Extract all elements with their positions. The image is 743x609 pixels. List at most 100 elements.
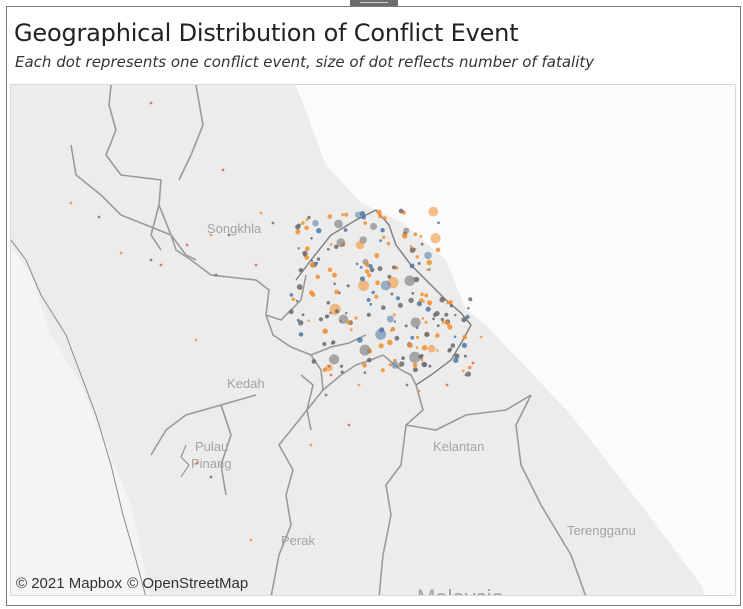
event-dot[interactable] [395, 296, 401, 301]
event-dot[interactable] [298, 332, 304, 337]
event-dot[interactable] [366, 312, 371, 317]
event-dot[interactable] [467, 307, 470, 310]
map-canvas[interactable]: Songkhla Kedah Pulau Pinang Kelantan Ter… [11, 85, 736, 596]
event-dot[interactable] [410, 335, 415, 340]
event-dot[interactable] [424, 320, 428, 324]
event-dot[interactable] [326, 247, 330, 251]
event-dot[interactable] [453, 335, 457, 339]
event-dot[interactable] [397, 302, 403, 308]
event-dot[interactable] [382, 235, 386, 239]
event-dot[interactable] [424, 331, 430, 337]
event-dot[interactable] [418, 354, 423, 360]
event-dot[interactable] [359, 344, 371, 356]
event-dot[interactable] [159, 263, 163, 267]
event-dot[interactable] [376, 209, 382, 215]
event-dot[interactable] [413, 232, 418, 237]
event-dot[interactable] [441, 320, 445, 324]
event-dot[interactable] [365, 261, 369, 264]
event-dot[interactable] [344, 212, 349, 217]
event-dot[interactable] [322, 328, 329, 334]
event-dot[interactable] [311, 359, 317, 364]
event-dot[interactable] [445, 383, 449, 387]
event-dot[interactable] [331, 340, 336, 345]
event-dot[interactable] [412, 362, 418, 368]
event-dot[interactable] [464, 373, 468, 377]
event-dot[interactable] [377, 266, 383, 272]
event-dot[interactable] [349, 328, 353, 332]
event-dot[interactable] [305, 218, 309, 222]
event-dot[interactable] [450, 343, 456, 348]
event-dot[interactable] [322, 341, 327, 347]
event-dot[interactable] [209, 475, 213, 479]
event-dot[interactable] [391, 361, 399, 369]
event-dot[interactable] [364, 269, 370, 274]
event-dot[interactable] [363, 371, 367, 374]
event-dot[interactable] [471, 361, 475, 365]
map-attribution[interactable]: © 2021 Mapbox © OpenStreetMap [16, 575, 253, 592]
event-dot[interactable] [419, 234, 423, 238]
event-dot[interactable] [296, 318, 300, 322]
event-dot[interactable] [307, 215, 311, 220]
event-dot[interactable] [339, 364, 344, 368]
event-dot[interactable] [69, 201, 73, 205]
event-dot[interactable] [326, 314, 330, 318]
event-dot[interactable] [380, 280, 391, 291]
event-dot[interactable] [341, 213, 344, 217]
event-dot[interactable] [297, 247, 300, 250]
event-dot[interactable] [366, 297, 371, 302]
event-dot[interactable] [327, 267, 333, 273]
event-dot[interactable] [312, 219, 319, 227]
event-dot[interactable] [424, 251, 432, 260]
event-dot[interactable] [435, 333, 440, 338]
event-dot[interactable] [427, 344, 436, 353]
event-dot[interactable] [390, 292, 394, 296]
event-dot[interactable] [304, 225, 309, 231]
event-dot[interactable] [329, 373, 333, 377]
event-dot[interactable] [369, 302, 373, 306]
event-dot[interactable] [329, 243, 333, 246]
event-dot[interactable] [355, 262, 359, 266]
event-dot[interactable] [463, 354, 467, 358]
event-dot[interactable] [437, 221, 440, 225]
event-dot[interactable] [432, 317, 435, 321]
event-dot[interactable] [461, 342, 467, 348]
event-dot[interactable] [358, 280, 370, 291]
event-dot[interactable] [417, 262, 421, 265]
event-dot[interactable] [454, 353, 460, 359]
event-dot[interactable] [195, 461, 199, 465]
event-dot[interactable] [409, 263, 415, 269]
event-dot[interactable] [415, 255, 419, 259]
conflict-event-dots[interactable] [69, 101, 483, 596]
event-dot[interactable] [194, 338, 198, 342]
event-dot[interactable] [409, 351, 421, 363]
event-dot[interactable] [428, 268, 431, 271]
event-dot[interactable] [334, 289, 340, 295]
event-dot[interactable] [359, 265, 363, 269]
event-dot[interactable] [422, 300, 425, 303]
event-dot[interactable] [448, 300, 453, 305]
event-dot[interactable] [298, 268, 304, 273]
event-dot[interactable] [316, 257, 321, 261]
event-dot[interactable] [421, 361, 427, 368]
event-dot[interactable] [366, 357, 372, 363]
event-dot[interactable] [449, 304, 454, 308]
event-dot[interactable] [409, 247, 416, 253]
event-dot[interactable] [387, 339, 393, 346]
event-dot[interactable] [185, 243, 189, 247]
event-dot[interactable] [298, 320, 304, 326]
event-dot[interactable] [401, 233, 408, 239]
event-dot[interactable] [368, 264, 373, 269]
event-dot[interactable] [249, 538, 253, 542]
event-dot[interactable] [453, 357, 459, 363]
event-dot[interactable] [288, 309, 294, 315]
event-dot[interactable] [390, 326, 396, 332]
event-dot[interactable] [309, 262, 315, 268]
event-dot[interactable] [454, 313, 457, 317]
event-dot[interactable] [149, 258, 153, 262]
event-dot[interactable] [333, 282, 336, 285]
event-dot[interactable] [416, 335, 420, 339]
event-dot[interactable] [424, 293, 429, 298]
event-dot[interactable] [307, 319, 310, 322]
event-dot[interactable] [119, 251, 123, 255]
event-dot[interactable] [447, 324, 453, 330]
